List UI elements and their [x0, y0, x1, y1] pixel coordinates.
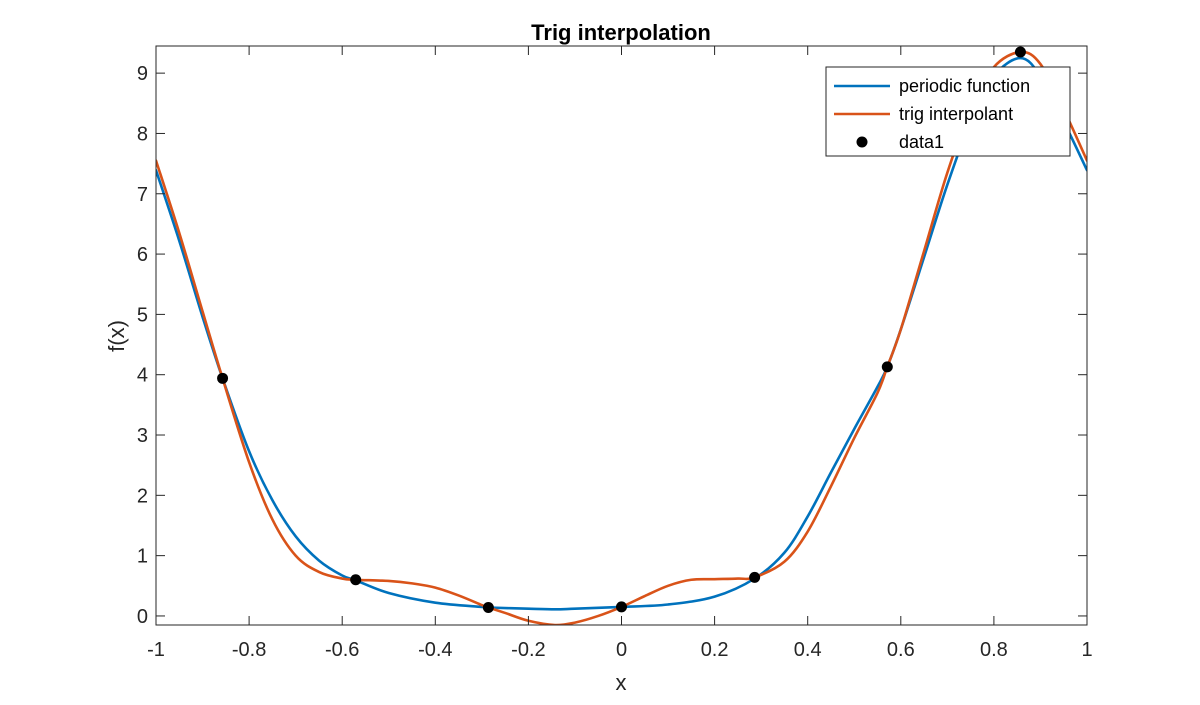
y-axis-label: f(x) [104, 320, 129, 352]
x-tick-label: -1 [147, 639, 165, 661]
legend-swatch-marker [856, 136, 868, 148]
data-point-marker [616, 601, 627, 613]
data-point-marker [1014, 46, 1026, 58]
y-axis-ticks: 0 1 2 3 4 5 6 7 8 9 [137, 63, 1087, 628]
x-tick-label: -0.2 [511, 639, 545, 661]
data-point-marker [749, 571, 761, 583]
y-tick-label: 2 [137, 485, 148, 507]
legend-label: data1 [899, 132, 944, 152]
periodic-function-line [156, 56, 1087, 611]
markers-layer [217, 46, 1026, 614]
y-tick-label: 0 [137, 606, 148, 628]
data-point-marker [350, 574, 362, 586]
x-tick-label: 0 [616, 639, 627, 661]
x-tick-label: 0.4 [794, 639, 822, 661]
y-tick-label: 3 [137, 425, 148, 447]
x-tick-label: 0.8 [980, 639, 1008, 661]
x-tick-label: -0.8 [232, 639, 266, 661]
y-tick-label: 1 [137, 546, 148, 568]
legend: periodic function trig interpolant data1 [825, 66, 1071, 157]
y-tick-label: 8 [137, 123, 148, 145]
legend-label: trig interpolant [899, 104, 1013, 124]
y-tick-label: 9 [137, 63, 148, 85]
y-tick-label: 4 [137, 365, 148, 387]
data-point-marker [482, 602, 494, 614]
x-tick-label: -0.4 [418, 639, 452, 661]
x-tick-label: 1 [1081, 639, 1092, 661]
chart-title: Trig interpolation [531, 20, 711, 45]
x-tick-label: 0.2 [701, 639, 729, 661]
x-tick-label: 0.6 [887, 639, 915, 661]
x-axis-ticks: -1 -0.8 -0.6 -0.4 -0.2 0 0.2 0.4 0.6 0.8 1 [147, 46, 1093, 661]
x-axis-label: x [616, 670, 627, 695]
y-tick-label: 6 [137, 244, 148, 266]
y-tick-label: 5 [137, 304, 148, 326]
legend-label: periodic function [899, 76, 1030, 96]
x-tick-label: -0.6 [325, 639, 359, 661]
y-tick-label: 7 [137, 184, 148, 206]
data-point-marker [217, 372, 229, 384]
data-point-marker [881, 361, 893, 373]
